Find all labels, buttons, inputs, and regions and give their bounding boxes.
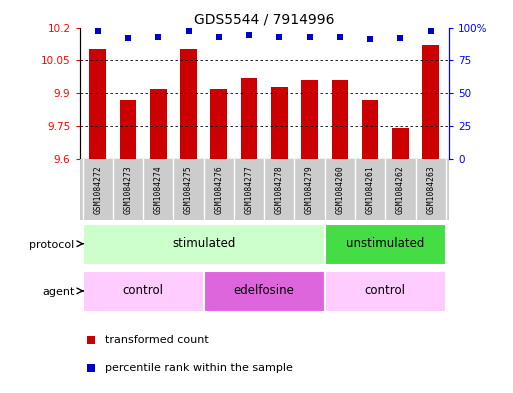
Text: GSM1084278: GSM1084278 [275, 165, 284, 214]
Bar [204, 272, 325, 312]
Bar [331, 80, 348, 159]
Bar [210, 89, 227, 159]
Text: GSM1084272: GSM1084272 [93, 165, 102, 214]
Text: protocol: protocol [29, 240, 74, 250]
Point [214, 33, 223, 40]
Point [245, 32, 253, 39]
Text: GSM1084274: GSM1084274 [154, 165, 163, 214]
Text: control: control [365, 285, 406, 298]
Text: GSM1084277: GSM1084277 [245, 165, 253, 214]
Text: GSM1084261: GSM1084261 [366, 165, 374, 214]
Bar [83, 272, 204, 312]
Bar [325, 224, 446, 265]
Text: unstimulated: unstimulated [346, 237, 424, 250]
Bar [271, 87, 288, 159]
Text: GSM1084275: GSM1084275 [184, 165, 193, 214]
Text: transformed count: transformed count [105, 335, 209, 345]
Text: edelfosine: edelfosine [234, 285, 294, 298]
Text: GSM1084260: GSM1084260 [336, 165, 344, 214]
Text: agent: agent [42, 287, 74, 297]
Bar [392, 129, 409, 159]
Bar [241, 78, 258, 159]
Bar [362, 100, 379, 159]
Bar [120, 100, 136, 159]
Bar [180, 50, 197, 159]
Bar [325, 272, 446, 312]
Bar [89, 50, 106, 159]
Text: percentile rank within the sample: percentile rank within the sample [105, 362, 293, 373]
Point [427, 28, 435, 35]
Point [87, 337, 95, 343]
Point [306, 33, 314, 40]
Text: control: control [123, 285, 164, 298]
Text: GSM1084276: GSM1084276 [214, 165, 223, 214]
Point [184, 28, 192, 35]
Point [93, 28, 102, 35]
Text: stimulated: stimulated [172, 237, 235, 250]
Text: GSM1084279: GSM1084279 [305, 165, 314, 214]
Bar [150, 89, 167, 159]
Point [275, 33, 284, 40]
Text: GSM1084273: GSM1084273 [124, 165, 132, 214]
Bar [83, 224, 325, 265]
Point [397, 35, 405, 41]
Point [366, 36, 374, 42]
Point [336, 33, 344, 40]
Title: GDS5544 / 7914996: GDS5544 / 7914996 [194, 12, 334, 26]
Point [124, 35, 132, 41]
Point [87, 364, 95, 371]
Bar [301, 80, 318, 159]
Text: GSM1084262: GSM1084262 [396, 165, 405, 214]
Text: GSM1084263: GSM1084263 [426, 165, 435, 214]
Bar [422, 45, 439, 159]
Point [154, 33, 162, 40]
